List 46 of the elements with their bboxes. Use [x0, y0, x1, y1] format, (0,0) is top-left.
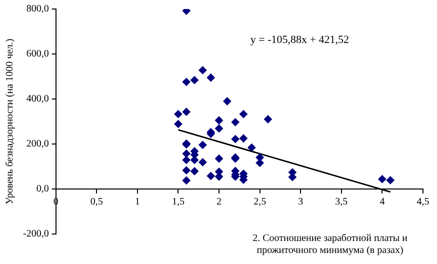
point: [231, 135, 240, 144]
y-axis-title: Уровень безнадзорности (на 1000 чел.): [4, 38, 16, 204]
x-tick-label: 3,5: [335, 196, 348, 208]
x-tick-label: 2: [216, 196, 222, 208]
point: [264, 115, 272, 124]
point: [215, 124, 224, 132]
point: [386, 176, 394, 184]
point: [198, 158, 207, 166]
x-tick-label: 1,5: [172, 196, 184, 208]
annotation: y = -105,88x + 421,52: [250, 34, 350, 46]
point: [174, 120, 182, 128]
point: [182, 78, 190, 86]
y-tick-label: 600,0: [26, 48, 49, 60]
point: [182, 156, 190, 164]
point: [198, 66, 207, 74]
x-tick-label: 0,5: [90, 196, 103, 208]
point: [206, 172, 215, 180]
point: [206, 74, 215, 82]
x-tick-label: 3: [298, 196, 304, 208]
x-axis-title: 2. Соотношение заработной платы и прожиточного минимума (в разах): [252, 233, 408, 257]
point: [239, 110, 248, 118]
x-tick-label: 1: [134, 196, 140, 208]
point: [182, 166, 190, 174]
point: [215, 154, 224, 163]
point: [182, 176, 190, 184]
x-tick-label: 2,5: [254, 196, 266, 208]
point: [198, 140, 207, 149]
point: [190, 76, 199, 84]
x-tick-label: 4,5: [416, 196, 430, 208]
y-tick-label: 200,0: [26, 138, 49, 150]
point: [182, 150, 190, 158]
point: [174, 110, 182, 118]
point: [239, 134, 248, 142]
y-tick-label: 0,0: [36, 184, 49, 195]
point: [223, 97, 232, 106]
point: [215, 116, 224, 124]
y-tick-label: 400,0: [26, 94, 49, 105]
point: [231, 118, 240, 126]
point: [378, 175, 386, 184]
point: [190, 167, 199, 176]
x-tick-label: 4: [380, 196, 385, 208]
point: [248, 144, 256, 152]
point: [182, 108, 190, 116]
y-tick-label: -200,0: [22, 228, 49, 240]
point: [182, 9, 190, 15]
y-tick-label: 800,0: [26, 4, 49, 15]
